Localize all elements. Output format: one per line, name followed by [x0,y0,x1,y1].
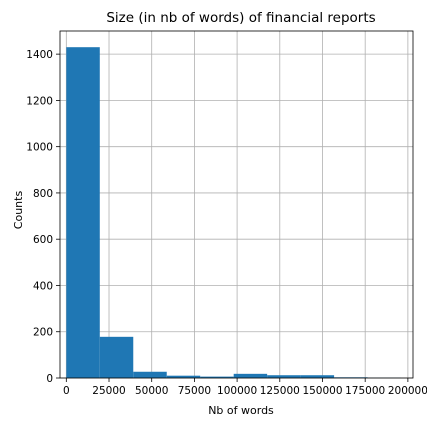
plot-frame [59,30,414,379]
x-tick-label-0: 0 [63,385,70,397]
y-tick-label-6: 1200 [26,95,53,107]
histogram-bar-4 [200,376,234,378]
x-axis-label: Nb of words [208,404,274,417]
y-tick-label-2: 400 [33,280,53,292]
y-tick-label-7: 1400 [26,49,53,61]
histogram-bar-7 [300,375,335,378]
y-tick-label-4: 800 [33,188,53,200]
chart-title: Size (in nb of words) of financial repor… [106,10,375,26]
x-tick-label-2: 50000 [135,385,168,397]
y-tick-label-5: 1000 [26,142,53,154]
y-axis-label: Counts [12,191,25,230]
histogram-bar-3 [166,375,201,378]
x-tick-label-1: 25000 [92,385,125,397]
histogram-bar-6 [267,375,301,378]
grid-lines [60,31,413,379]
x-tick-label-3: 75000 [178,385,211,397]
x-tick-label-7: 175000 [345,385,385,397]
y-tick-label-0: 0 [46,373,53,385]
y-axis-ticks: 0 200 400 600 800 1000 1200 1400 [26,49,60,385]
x-axis-ticks: 0 25000 50000 75000 100000 125000 150000 175000… [63,378,427,397]
x-tick-label-6: 150000 [302,385,342,397]
x-tick-label-5: 125000 [260,385,300,397]
bars-group [66,47,402,379]
y-tick-label-3: 600 [33,234,53,246]
histogram-bar-2 [133,371,167,378]
y-tick-label-1: 200 [33,327,53,339]
histogram-bar-5 [233,373,268,378]
histogram-bar-0 [66,47,100,379]
x-tick-label-8: 200000 [388,385,427,397]
x-tick-label-4: 100000 [217,385,257,397]
histogram-bar-1 [99,336,134,378]
